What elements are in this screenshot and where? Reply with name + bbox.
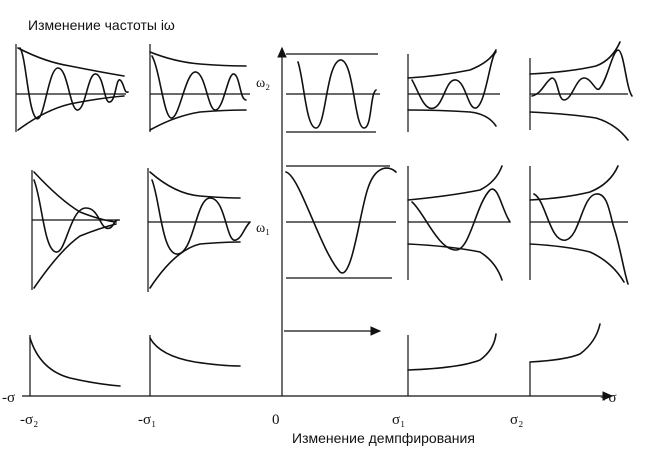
panel-top-sigma2 bbox=[529, 41, 633, 141]
tick-label-neg-sigma2: -σ₂ bbox=[20, 412, 38, 428]
panel-bot-neg-sigma2 bbox=[29, 335, 121, 396]
panel-top-zero bbox=[286, 53, 380, 133]
panel-mid-neg-sigma1 bbox=[147, 168, 251, 292]
tick-label-zero: 0 bbox=[272, 412, 280, 428]
tick-label-sigma2: σ₂ bbox=[510, 412, 523, 428]
panel-mid-sigma2 bbox=[529, 165, 629, 285]
panel-top-sigma1 bbox=[407, 49, 500, 132]
diagram-title: Изменение частоты iω bbox=[28, 17, 175, 33]
panel-bot-sigma2 bbox=[529, 323, 601, 396]
axis-neg-label: -σ bbox=[2, 390, 15, 406]
axis-pos-label: +σ bbox=[600, 390, 617, 406]
panel-top-neg-sigma2 bbox=[15, 44, 129, 132]
panel-top-neg-sigma1 bbox=[149, 44, 250, 132]
panel-mid-neg-sigma2 bbox=[31, 170, 120, 290]
omega1-label: ω₁ bbox=[256, 221, 270, 236]
x-axis-caption: Изменение демпфирования bbox=[292, 430, 475, 446]
tick-label-sigma1: σ₁ bbox=[392, 412, 405, 428]
panel-bot-neg-sigma1 bbox=[149, 335, 241, 396]
omega2-label: ω₂ bbox=[256, 76, 270, 91]
panel-mid-sigma1 bbox=[407, 165, 511, 281]
panel-mid-zero bbox=[285, 165, 397, 279]
panel-bot-sigma1 bbox=[407, 333, 497, 396]
tick-label-neg-sigma1: -σ₁ bbox=[138, 412, 156, 428]
